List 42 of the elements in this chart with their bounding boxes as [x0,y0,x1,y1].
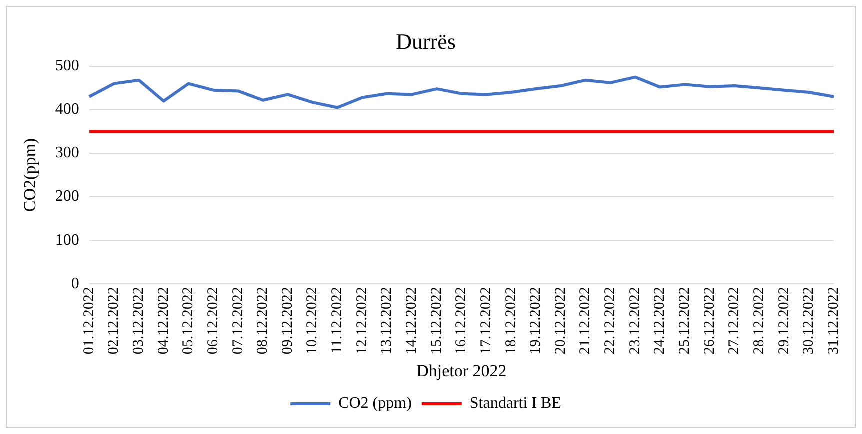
x-tick-label: 19.12.2022 [528,287,544,355]
x-tick-label: 25.12.2022 [677,287,694,355]
x-tick-label: 21.12.2022 [578,287,594,355]
legend-label: Standarti I BE [470,395,562,412]
x-tick-label: 31.12.2022 [826,287,842,355]
x-axis-title: Dhjetor 2022 [416,361,507,380]
x-tick-label: 26.12.2022 [702,287,718,355]
x-tick-label: 23.12.2022 [627,287,644,355]
x-tick-label: 01.12.2022 [81,287,98,355]
chart-title: Durrës [396,28,456,54]
x-tick-label: 07.12.2022 [230,287,246,355]
x-tick-label: 11.12.2022 [330,287,346,354]
y-tick-label: 100 [55,232,80,249]
y-tick-label: 300 [55,144,80,162]
x-tick-label: 06.12.2022 [205,287,222,355]
y-axis-title: CO2(ppm) [20,138,40,212]
x-tick-label: 29.12.2022 [776,287,792,355]
y-tick-label: 200 [55,188,80,206]
x-tick-label: 13.12.2022 [379,287,396,355]
x-tick-label: 28.12.2022 [751,287,768,355]
y-tick-label: 0 [71,275,80,292]
x-tick-label: 22.12.2022 [602,287,619,355]
legend-label: CO2 (ppm) [338,395,412,412]
x-tick-label: 16.12.2022 [454,287,470,355]
x-tick-label: 18.12.2022 [503,287,520,355]
x-tick-label: 15.12.2022 [428,287,445,355]
x-tick-label: 17.12.2022 [478,287,494,355]
x-tick-label: 05.12.2022 [180,287,197,355]
x-tick-label: 20.12.2022 [552,287,569,355]
x-tick-label: 02.12.2022 [106,287,122,355]
x-tick-label: 09.12.2022 [280,287,296,355]
x-tick-label: 27.12.2022 [726,287,743,355]
x-tick-label: 10.12.2022 [304,287,321,355]
x-tick-label: 14.12.2022 [404,287,420,355]
x-tick-label: 03.12.2022 [130,287,147,355]
y-tick-label: 400 [55,101,80,118]
y-tick-label: 500 [55,58,80,75]
x-tick-label: 24.12.2022 [652,287,668,355]
x-tick-label: 12.12.2022 [354,287,370,355]
x-tick-label: 04.12.2022 [156,287,172,355]
x-tick-label: 08.12.2022 [255,287,272,355]
x-tick-label: 30.12.2022 [801,287,818,355]
